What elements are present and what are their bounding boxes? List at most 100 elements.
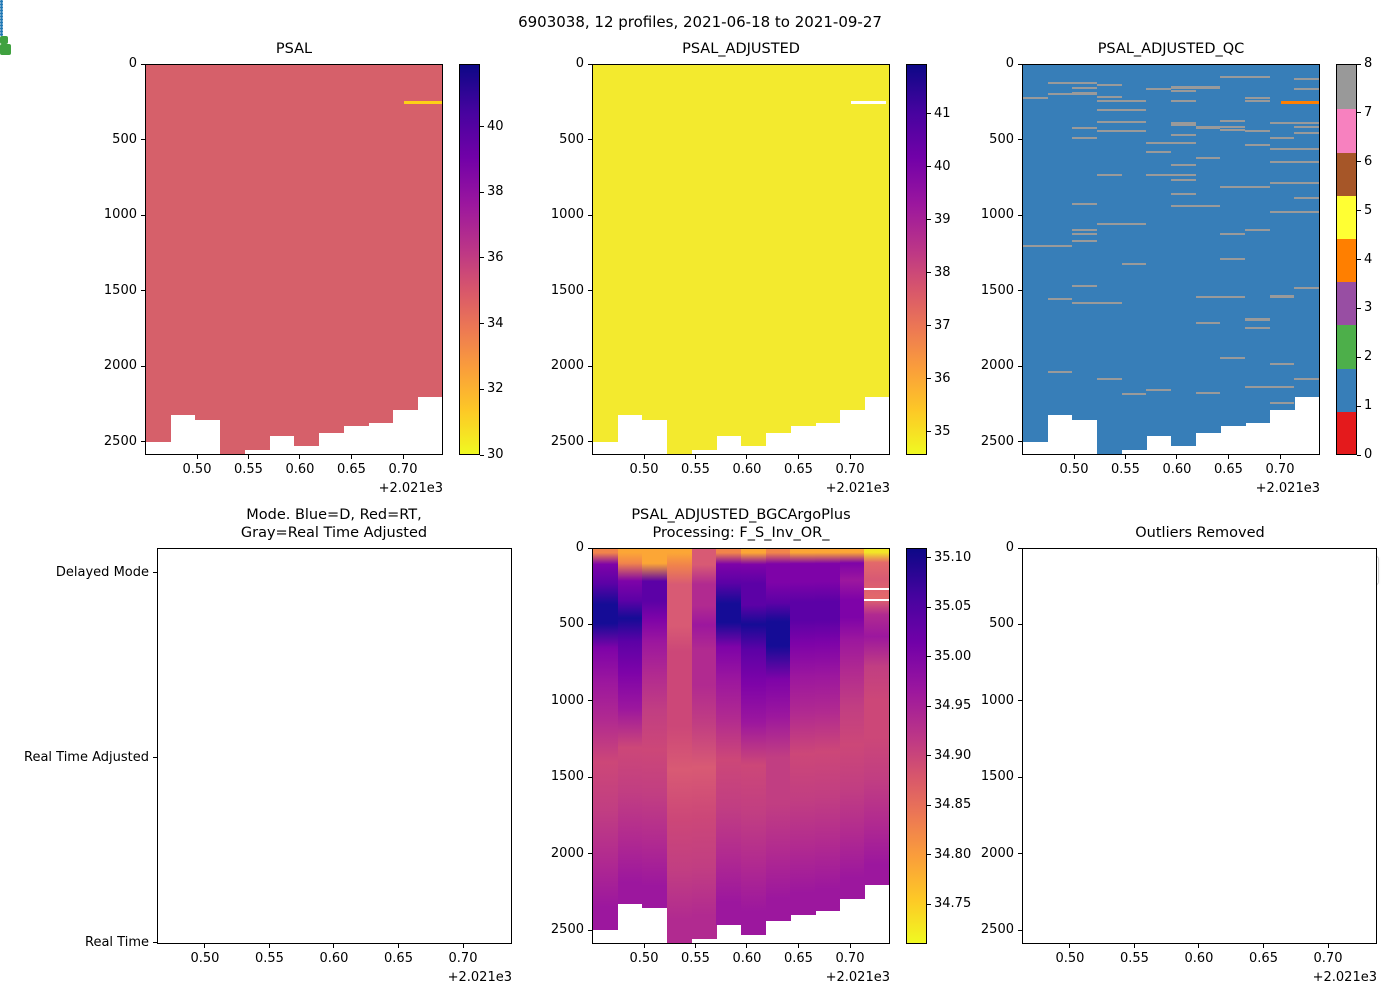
- y-tick: [588, 929, 592, 931]
- heatmap-column: [864, 549, 889, 886]
- heatmap-column: [244, 65, 270, 451]
- qc-streak: [1072, 284, 1097, 287]
- qc-streak: [1072, 136, 1097, 139]
- y-tick-label: 2500: [980, 922, 1014, 938]
- x-tick-label: 0.65: [1249, 951, 1278, 966]
- qc-streak: [1220, 129, 1245, 132]
- mode-dot: [0, 9, 3, 12]
- colorbar-tick-label: 34.95: [934, 698, 972, 714]
- x-tick-label: 0.55: [1111, 462, 1140, 477]
- colorbar-tick: [927, 557, 931, 559]
- colorbar-band: [1337, 281, 1356, 326]
- y-tick-label: 2500: [550, 433, 584, 449]
- x-tick-label: 0.55: [254, 951, 284, 966]
- qc-streak: [1023, 244, 1073, 247]
- qc-streak: [1047, 92, 1097, 95]
- qc-streak: [1171, 99, 1196, 102]
- qc-streak: [1294, 197, 1319, 200]
- x-tick-label: 0.65: [783, 951, 813, 966]
- colorbar-tick: [927, 755, 931, 757]
- colorbar-tick: [1357, 63, 1361, 65]
- colorbar-tick: [1357, 454, 1361, 456]
- heatmap-area: [593, 549, 889, 943]
- qc-streak: [1146, 142, 1196, 145]
- x-tick-label: 0.50: [629, 462, 659, 477]
- qc-streak: [1195, 126, 1245, 129]
- y-tick: [588, 776, 592, 778]
- plot-title-mode-line2: Gray=Real Time Adjusted: [240, 525, 428, 541]
- heatmap-column: [839, 65, 865, 411]
- qc-streak: [1220, 185, 1270, 188]
- y-tick: [588, 623, 592, 625]
- qc-streak: [1121, 263, 1147, 266]
- mode-dot: [0, 12, 3, 15]
- heatmap-column: [839, 549, 865, 899]
- x-tick: [196, 455, 198, 459]
- qc-streak: [1097, 83, 1122, 86]
- heatmap-column: [716, 549, 742, 925]
- qc-streak: [1121, 393, 1147, 396]
- colorbar-tick-label: 35: [934, 423, 951, 439]
- x-tick-label: 0.60: [319, 951, 349, 966]
- x-tick: [333, 944, 335, 948]
- plot-axes: [1022, 64, 1320, 455]
- colorbar-tick-label: 2: [1364, 349, 1373, 365]
- x-tick: [268, 944, 270, 948]
- y-tick: [1018, 214, 1022, 216]
- x-axis-offset-label: +2.021e3: [1255, 481, 1320, 496]
- x-tick-label: 0.55: [234, 462, 263, 477]
- plot-title-bgc-line1: PSAL_ADJUSTED_BGCArgoPlus: [631, 507, 851, 523]
- qc-streak: [1047, 297, 1073, 300]
- colorbar-tick: [480, 126, 484, 128]
- x-tick-label: 0.50: [1055, 951, 1085, 966]
- heatmap-column: [146, 65, 172, 442]
- y-tick-label: 1000: [103, 207, 137, 222]
- heatmap-column: [815, 549, 841, 912]
- qc-streak: [1294, 78, 1319, 81]
- colorbar-tick-label: 4: [1364, 251, 1373, 267]
- colorbar-tick: [1357, 210, 1361, 212]
- y-tick: [153, 757, 157, 759]
- colorbar-tick-label: 6: [1364, 153, 1373, 169]
- heatmap-area: [593, 65, 889, 454]
- mode-category-label: Delayed Mode: [55, 564, 149, 580]
- y-tick-label: 1500: [980, 769, 1014, 785]
- qc-streak: [1072, 126, 1097, 129]
- x-axis-offset-label: +2.021e3: [378, 481, 443, 496]
- x-tick: [1069, 944, 1071, 948]
- heatmap-column: [593, 65, 619, 442]
- qc-streak: [1195, 391, 1221, 394]
- x-tick-label: 0.60: [732, 462, 762, 477]
- qc-streak: [1097, 120, 1147, 123]
- y-tick: [588, 700, 592, 702]
- mode-dot: [0, 0, 3, 3]
- plot-axes: [157, 548, 512, 944]
- colorbar-tick: [927, 272, 931, 274]
- colorbar-band: [1337, 324, 1356, 369]
- x-tick: [1133, 944, 1135, 948]
- x-tick-label: 0.55: [1119, 951, 1149, 966]
- x-tick: [299, 455, 301, 459]
- qc-streak: [1245, 229, 1270, 232]
- x-tick-label: 0.55: [681, 462, 710, 477]
- x-tick: [643, 455, 645, 459]
- qc-streak: [1269, 137, 1295, 140]
- y-tick-label: 2000: [980, 845, 1014, 861]
- qc-streak: [1294, 378, 1319, 381]
- x-tick-label: 0.55: [681, 951, 710, 966]
- qc-streak: [1245, 130, 1270, 133]
- qc-streak: [1195, 321, 1221, 324]
- x-tick: [746, 455, 748, 459]
- y-tick-label: 1000: [980, 692, 1014, 708]
- y-tick-label: 2500: [550, 922, 584, 938]
- y-tick-label: 1500: [550, 282, 584, 298]
- y-tick: [1018, 623, 1022, 625]
- x-tick: [1198, 944, 1200, 948]
- heatmap-column: [220, 65, 246, 454]
- y-tick: [141, 214, 145, 216]
- heatmap-column: [294, 65, 320, 447]
- qc-streak: [1269, 181, 1319, 184]
- qc-streak: [1269, 210, 1319, 213]
- x-axis-offset-label: +2.021e3: [825, 970, 890, 985]
- x-axis-offset-label: +2.021e3: [447, 970, 512, 985]
